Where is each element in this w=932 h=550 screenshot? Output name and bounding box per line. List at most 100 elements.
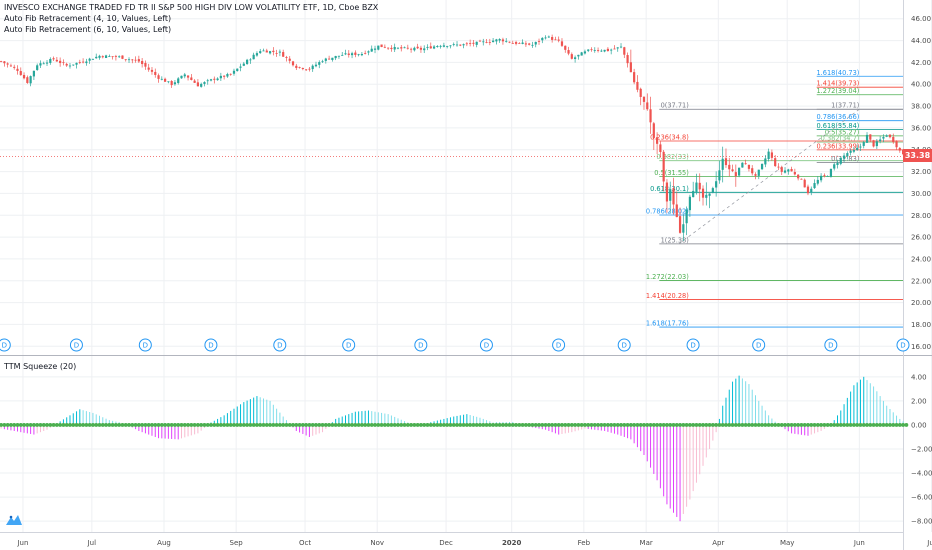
- candle-body: [200, 83, 203, 87]
- candle-body: [246, 59, 249, 64]
- squeeze-dot: [468, 423, 473, 427]
- candle-body: [413, 47, 416, 51]
- squeeze-dot: [28, 423, 33, 427]
- dividend-marker-label: D: [74, 342, 79, 350]
- squeeze-dot: [569, 423, 574, 427]
- squeeze-dot: [163, 423, 168, 427]
- squeeze-dot: [606, 423, 610, 427]
- candle-body: [16, 68, 19, 71]
- dividend-marker-icon: [138, 338, 152, 352]
- candle-body: [774, 158, 777, 167]
- candle-body: [42, 63, 45, 65]
- squeeze-dot: [274, 423, 279, 427]
- squeeze-dot: [146, 423, 151, 427]
- candle-body: [688, 196, 691, 211]
- candle-body: [587, 49, 590, 51]
- candle-body: [278, 51, 281, 53]
- squeeze-dot: [596, 423, 600, 427]
- candle-body: [39, 63, 42, 66]
- candle-body: [347, 53, 350, 55]
- candle-body: [393, 46, 396, 50]
- squeeze-dot: [215, 423, 220, 427]
- squeeze-dot: [428, 423, 433, 427]
- fib-level-label: 1.272(39.04): [816, 87, 859, 95]
- candle-body: [19, 71, 22, 76]
- candle-body: [305, 69, 308, 71]
- squeeze-dot: [497, 423, 502, 427]
- candle-body: [377, 45, 380, 50]
- candle-body: [551, 37, 554, 40]
- dividend-marker-icon: [479, 338, 493, 352]
- candle-body: [577, 54, 580, 57]
- candle-body: [875, 141, 878, 147]
- squeeze-dot: [300, 423, 305, 427]
- dividend-marker-label: D: [277, 342, 282, 350]
- fib-level-label: 0.382(33): [656, 153, 688, 161]
- squeeze-dot: [868, 423, 873, 427]
- candle-body: [715, 181, 718, 188]
- price-tick-label: 46.00: [911, 15, 931, 23]
- squeeze-dot: [815, 423, 820, 427]
- candle-body: [518, 43, 521, 44]
- squeeze-dot: [471, 423, 476, 427]
- squeeze-dot: [615, 423, 620, 427]
- squeeze-dot: [353, 423, 358, 427]
- squeeze-dot: [776, 423, 781, 427]
- candle-body: [255, 53, 259, 56]
- candle-body: [501, 39, 505, 42]
- squeeze-dot: [819, 423, 823, 427]
- time-tick-label: Mar: [640, 539, 653, 547]
- candle-body: [882, 137, 885, 139]
- candle-body: [82, 61, 85, 63]
- candle-body: [780, 167, 783, 172]
- candle-body: [108, 56, 111, 57]
- fib-study-legend-1[interactable]: Auto Fib Retracement (4, 10, Values, Lef…: [4, 14, 172, 23]
- squeeze-dot: [448, 423, 453, 427]
- osc-tick-label: −8.00: [911, 518, 932, 526]
- candle-body: [262, 50, 265, 52]
- candle-body: [324, 58, 327, 61]
- squeeze-dot: [248, 423, 253, 427]
- oscillator-legend[interactable]: TTM Squeeze (20): [4, 362, 77, 371]
- candle-body: [459, 44, 462, 46]
- tradingview-logo-icon[interactable]: [5, 513, 23, 527]
- candle-body: [764, 158, 767, 165]
- squeeze-dot: [35, 423, 40, 427]
- squeeze-dot: [356, 423, 361, 427]
- time-axis[interactable]: Jun Jul Aug Sep Oct Nov Dec 2020 Feb Mar Apr May Jun…: [16, 539, 932, 547]
- squeeze-dot: [110, 423, 115, 427]
- squeeze-dot: [556, 423, 561, 427]
- candle-body: [747, 164, 751, 169]
- candle-body: [505, 40, 508, 42]
- candle-body: [442, 45, 445, 47]
- squeeze-dot: [212, 423, 217, 427]
- squeeze-dot: [632, 423, 637, 427]
- squeeze-dot: [573, 423, 577, 427]
- squeeze-dot: [54, 423, 59, 427]
- squeeze-dot: [770, 423, 774, 427]
- squeeze-dot: [635, 423, 640, 427]
- time-tick-label: Dec: [439, 539, 453, 547]
- candle-body: [124, 59, 127, 61]
- candle-body: [816, 179, 819, 184]
- squeeze-dot: [809, 423, 814, 427]
- squeeze-dot: [750, 423, 755, 427]
- candle-body: [203, 82, 206, 84]
- candle-body: [642, 96, 646, 102]
- fib-study-legend-2[interactable]: Auto Fib Retracement (6, 10, Values, Lef…: [4, 25, 172, 34]
- candle-body: [636, 81, 639, 90]
- squeeze-dot: [704, 423, 709, 427]
- squeeze-dot: [461, 423, 466, 427]
- price-tick-label: 36.00: [911, 124, 931, 132]
- squeeze-dot: [2, 423, 7, 427]
- candle-body: [570, 54, 573, 59]
- candle-body: [836, 162, 839, 165]
- symbol-title[interactable]: INVESCO EXCHANGE TRADED FD TR II S&P 500…: [4, 3, 379, 12]
- squeeze-dot: [622, 423, 627, 427]
- candle-body: [98, 55, 101, 58]
- price-axes[interactable]: 16.00 18.00 20.00 22.00 24.00 26.00 28.00 30.00…: [911, 15, 932, 525]
- squeeze-dot: [192, 423, 197, 427]
- dividend-marker-icon: [273, 338, 287, 352]
